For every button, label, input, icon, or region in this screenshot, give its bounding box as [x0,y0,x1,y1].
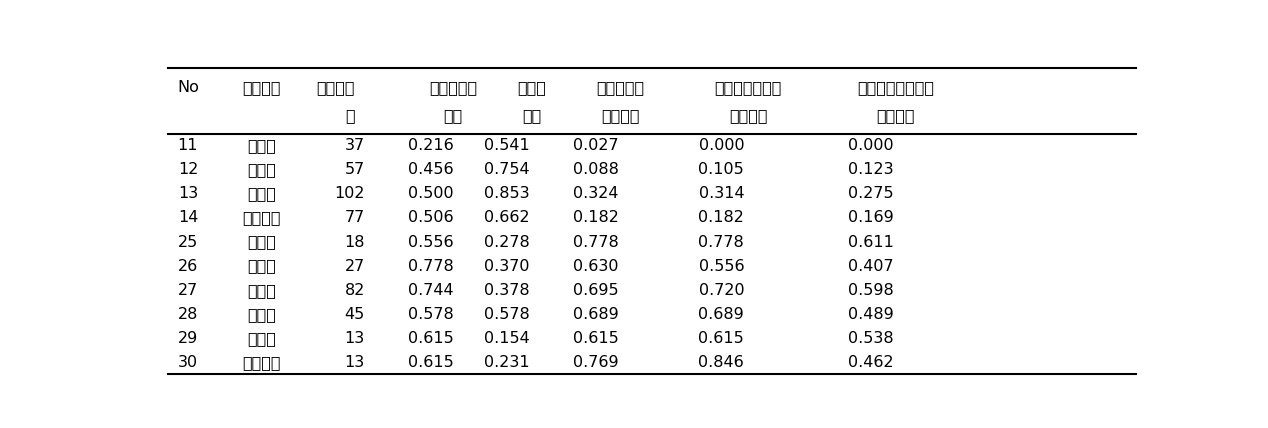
Text: 0.027: 0.027 [573,138,619,153]
Text: 0.578: 0.578 [407,307,454,322]
Text: 和歌山県: 和歌山県 [242,355,281,370]
Text: 26: 26 [178,259,198,273]
Text: 13: 13 [345,355,365,370]
Text: よく使う: よく使う [729,108,767,123]
Text: 0.615: 0.615 [699,331,744,346]
Text: 0.744: 0.744 [408,282,454,297]
Text: 対家族方言: 対家族方言 [596,80,644,95]
Text: 奈良県: 奈良県 [247,331,276,346]
Text: 37: 37 [345,138,365,153]
Text: 0.314: 0.314 [699,187,744,202]
Text: 0.123: 0.123 [848,162,894,177]
Text: 好き: 好き [522,108,541,123]
Text: 0.578: 0.578 [484,307,530,322]
Text: 大阪府: 大阪府 [247,282,276,297]
Text: 25: 25 [178,235,198,250]
Text: 0.615: 0.615 [573,331,619,346]
Text: 共通語: 共通語 [517,80,547,95]
Text: 0.182: 0.182 [699,211,744,226]
Text: 0.105: 0.105 [699,162,744,177]
Text: 0.000: 0.000 [699,138,744,153]
Text: 0.720: 0.720 [699,282,744,297]
Text: 27: 27 [345,259,365,273]
Text: 0.754: 0.754 [484,162,530,177]
Text: 0.500: 0.500 [408,187,454,202]
Text: 0.370: 0.370 [484,259,530,273]
Text: 0.695: 0.695 [573,282,619,297]
Text: 千葉県: 千葉県 [247,162,276,177]
Text: 0.630: 0.630 [573,259,619,273]
Text: 0.853: 0.853 [484,187,530,202]
Text: 東京都: 東京都 [247,187,276,202]
Text: 0.154: 0.154 [484,331,530,346]
Text: 14: 14 [178,211,198,226]
Text: 18: 18 [345,235,365,250]
Text: 0.182: 0.182 [573,211,619,226]
Text: 京都府: 京都府 [247,259,276,273]
Text: 0.538: 0.538 [848,331,894,346]
Text: 0.846: 0.846 [699,355,744,370]
Text: 0.275: 0.275 [848,187,894,202]
Text: 82: 82 [345,282,365,297]
Text: 45: 45 [345,307,365,322]
Text: 0.169: 0.169 [848,211,894,226]
Text: サンプル: サンプル [317,80,355,95]
Text: 0.769: 0.769 [573,355,619,370]
Text: 13: 13 [178,187,198,202]
Text: 都道府県: 都道府県 [242,80,281,95]
Text: 0.778: 0.778 [407,259,454,273]
Text: 0.556: 0.556 [699,259,744,273]
Text: 0.088: 0.088 [573,162,619,177]
Text: 27: 27 [178,282,198,297]
Text: 数: 数 [345,108,355,123]
Text: 0.278: 0.278 [484,235,530,250]
Text: 神奈川県: 神奈川県 [242,211,281,226]
Text: よく使う: よく使う [876,108,914,123]
Text: 0.462: 0.462 [848,355,894,370]
Text: 0.407: 0.407 [848,259,894,273]
Text: 28: 28 [178,307,198,322]
Text: 0.216: 0.216 [407,138,454,153]
Text: 0.615: 0.615 [407,355,454,370]
Text: 13: 13 [345,331,365,346]
Text: 0.689: 0.689 [699,307,744,322]
Text: 0.489: 0.489 [848,307,894,322]
Text: 埼玉県: 埼玉県 [247,138,276,153]
Text: 11: 11 [178,138,198,153]
Text: 0.000: 0.000 [848,138,894,153]
Text: 0.541: 0.541 [484,138,530,153]
Text: 0.556: 0.556 [408,235,454,250]
Text: 0.611: 0.611 [848,235,894,250]
Text: よく使う: よく使う [601,108,639,123]
Text: 滋賀県: 滋賀県 [247,235,276,250]
Text: 0.689: 0.689 [573,307,619,322]
Text: 102: 102 [335,187,365,202]
Text: No: No [178,80,199,95]
Text: 0.662: 0.662 [484,211,530,226]
Text: 77: 77 [345,211,365,226]
Text: 0.324: 0.324 [573,187,619,202]
Text: 0.598: 0.598 [848,282,894,297]
Text: 0.778: 0.778 [699,235,744,250]
Text: 好き: 好き [444,108,463,123]
Text: 57: 57 [345,162,365,177]
Text: 30: 30 [178,355,198,370]
Text: 29: 29 [178,331,198,346]
Text: 兵庫県: 兵庫県 [247,307,276,322]
Text: 出身地方言: 出身地方言 [430,80,477,95]
Text: 0.506: 0.506 [408,211,454,226]
Text: 0.615: 0.615 [407,331,454,346]
Text: 0.231: 0.231 [484,355,530,370]
Text: 0.778: 0.778 [573,235,619,250]
Text: 12: 12 [178,162,198,177]
Text: 対非地元友人方言: 対非地元友人方言 [857,80,935,95]
Text: 0.456: 0.456 [408,162,454,177]
Text: 0.378: 0.378 [484,282,530,297]
Text: 対地元友人方言: 対地元友人方言 [714,80,782,95]
